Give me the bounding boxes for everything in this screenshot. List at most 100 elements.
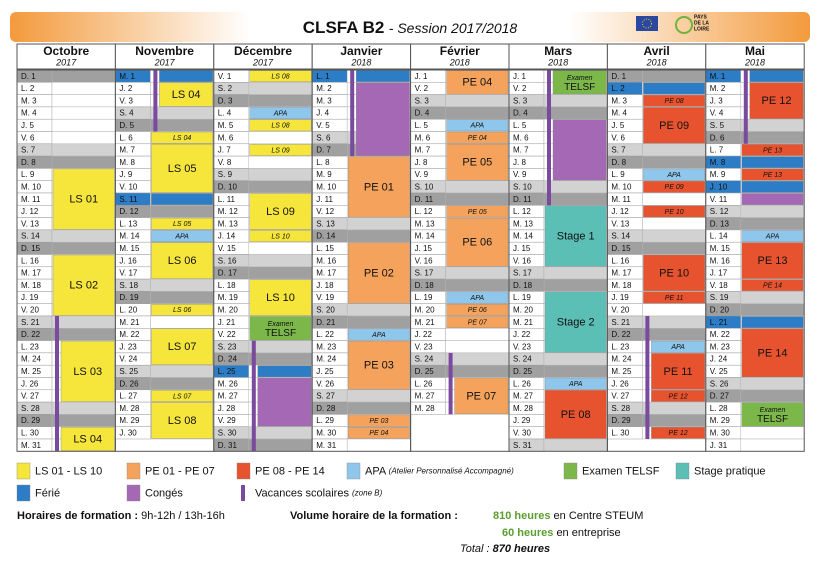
day-label: J. 24 <box>710 355 728 364</box>
eu-stars <box>642 18 652 29</box>
day-label: S. 24 <box>513 355 532 364</box>
day-label: L. 14 <box>710 232 728 241</box>
event-label: TELSF <box>265 328 296 339</box>
day-label: V. 2 <box>415 84 429 93</box>
day-area <box>740 303 805 317</box>
event-label: PE 04 <box>468 135 487 142</box>
legend-item: PE 08 - PE 14 <box>236 462 325 480</box>
day-area <box>445 192 510 206</box>
day-label: L. 6 <box>119 133 133 142</box>
day-label: S. 14 <box>611 232 630 241</box>
day-area <box>248 340 313 354</box>
event-label: LS 02 <box>69 280 98 292</box>
event-ferie <box>151 193 213 206</box>
month-name: Octobre <box>43 44 89 58</box>
event-apa <box>348 328 410 341</box>
month-name: Janvier <box>340 44 382 58</box>
month-year: 2018 <box>350 57 371 67</box>
event-label: PE 13 <box>758 255 788 267</box>
vacances-bar <box>251 340 256 452</box>
day-label: M. 22 <box>119 330 140 339</box>
day-label: V. 26 <box>316 379 334 388</box>
day-label: M. 24 <box>21 355 42 364</box>
day-label: D. 14 <box>316 232 336 241</box>
legend-swatch <box>16 484 31 502</box>
day-label: M. 28 <box>513 404 534 413</box>
event-label: PE 09 <box>659 120 689 132</box>
day-label: S. 23 <box>218 342 237 351</box>
day-label: M. 1 <box>119 72 135 81</box>
day-label: M. 25 <box>611 367 632 376</box>
month-year: 2017 <box>55 57 77 67</box>
event-label: Stage 2 <box>557 317 595 329</box>
event-ferie <box>749 70 804 83</box>
title-band <box>10 12 810 42</box>
event-label: LS 04 <box>173 135 191 142</box>
day-label: M. 7 <box>513 146 529 155</box>
legend-item: APA (Atelier Personnalisé Accompagné) <box>346 462 514 480</box>
day-area <box>642 143 707 157</box>
day-label: S. 10 <box>513 182 532 191</box>
event-pe1 <box>454 377 509 415</box>
event-pe1 <box>348 414 410 427</box>
title-main: CLSFA B2 <box>303 18 385 37</box>
event-label: PE 07 <box>466 390 496 402</box>
day-label: D. 1 <box>21 72 36 81</box>
event-label: LS 06 <box>168 255 197 267</box>
day-label: V. 23 <box>513 342 531 351</box>
day-label: S. 12 <box>710 207 729 216</box>
total-line: Total : 870 heures <box>460 543 550 555</box>
day-area <box>248 426 313 440</box>
day-label: S. 2 <box>218 84 233 93</box>
day-label: V. 13 <box>611 219 629 228</box>
event-ls <box>151 304 213 316</box>
day-label: J. 5 <box>21 121 34 130</box>
event-ls <box>151 390 213 402</box>
event-apa <box>249 107 312 119</box>
day-area <box>51 315 116 329</box>
day-label: M. 10 <box>611 182 632 191</box>
day-label: J. 16 <box>119 256 137 265</box>
day-label: V. 10 <box>119 182 137 191</box>
event-ferie <box>741 316 804 329</box>
event-pe2 <box>643 291 706 304</box>
day-area <box>543 438 608 452</box>
month-year: 2018 <box>449 57 470 67</box>
day-area <box>51 82 116 95</box>
day-label: L. 8 <box>316 158 330 167</box>
event-label-note: Examen <box>760 407 786 414</box>
day-label: M. 12 <box>218 207 239 216</box>
day-label: V. 27 <box>21 392 39 401</box>
day-label: L. 29 <box>316 416 334 425</box>
event-ls <box>151 144 213 193</box>
month-border <box>705 69 805 452</box>
day-label: M. 17 <box>611 269 632 278</box>
day-label: L. 18 <box>218 281 236 290</box>
month-name: Avril <box>643 44 669 58</box>
legend-text: LS 01 - LS 10 <box>35 465 102 477</box>
day-label: J. 28 <box>218 404 236 413</box>
month-header <box>16 43 116 70</box>
day-label: M. 14 <box>119 232 140 241</box>
event-apa <box>544 377 607 390</box>
day-label: M. 27 <box>513 392 534 401</box>
day-area <box>445 328 510 341</box>
event-label: LS 04 <box>73 433 102 445</box>
day-label: V. 4 <box>710 109 724 118</box>
day-label: V. 8 <box>218 158 232 167</box>
day-label: D. 21 <box>316 318 336 327</box>
event-label: APA <box>174 233 189 240</box>
day-label: M. 21 <box>415 318 436 327</box>
day-label: M. 18 <box>21 281 42 290</box>
day-label: V. 3 <box>119 96 133 105</box>
day-label: D. 22 <box>611 330 631 339</box>
month-header <box>213 43 313 70</box>
day-label: M. 20 <box>218 305 239 314</box>
day-label: S. 16 <box>218 256 237 265</box>
day-area <box>445 278 510 292</box>
day-label: L. 9 <box>21 170 35 179</box>
vacances-bar <box>448 352 453 415</box>
day-area <box>740 217 805 231</box>
event-pe1 <box>446 205 509 218</box>
